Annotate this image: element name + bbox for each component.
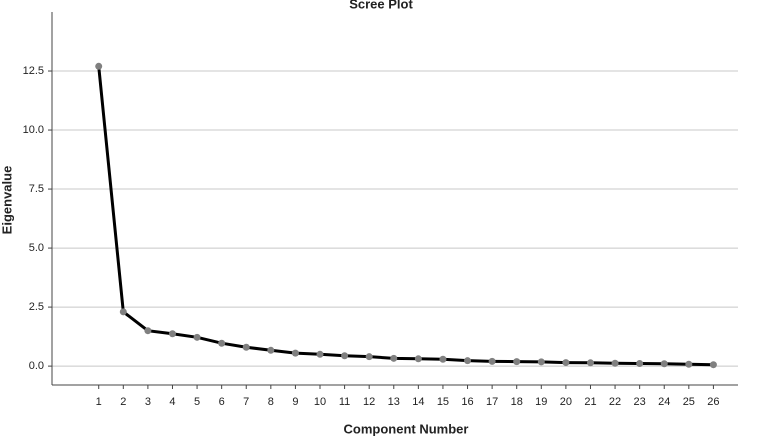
chart-title: Scree Plot bbox=[349, 0, 413, 11]
x-tick-label: 12 bbox=[363, 396, 375, 408]
data-point bbox=[95, 62, 103, 70]
data-point bbox=[660, 360, 668, 368]
x-tick-label: 26 bbox=[707, 396, 719, 408]
data-point bbox=[316, 350, 324, 358]
x-tick-label: 16 bbox=[461, 396, 473, 408]
y-tick-label: 5.0 bbox=[29, 242, 44, 254]
x-tick-label: 5 bbox=[194, 396, 200, 408]
y-tick-label: 7.5 bbox=[29, 183, 44, 195]
x-tick-label: 22 bbox=[609, 396, 621, 408]
data-point bbox=[586, 359, 594, 367]
x-tick-label: 15 bbox=[437, 396, 449, 408]
data-point bbox=[709, 361, 717, 369]
data-point bbox=[193, 333, 201, 341]
x-tick-label: 23 bbox=[634, 396, 646, 408]
x-tick-label: 3 bbox=[145, 396, 151, 408]
data-point bbox=[488, 357, 496, 365]
data-point bbox=[685, 360, 693, 368]
y-axis-label: Eigenvalue bbox=[0, 166, 14, 235]
x-tick-label: 7 bbox=[243, 396, 249, 408]
x-tick-label: 18 bbox=[511, 396, 523, 408]
data-point bbox=[267, 346, 275, 354]
x-tick-label: 14 bbox=[412, 396, 424, 408]
x-tick-label: 1 bbox=[96, 396, 102, 408]
data-point bbox=[439, 355, 447, 363]
x-tick-label: 6 bbox=[219, 396, 225, 408]
data-point bbox=[218, 339, 226, 347]
data-point bbox=[365, 353, 373, 361]
y-tick-label: 10.0 bbox=[23, 124, 44, 136]
data-point bbox=[537, 358, 545, 366]
x-tick-label: 13 bbox=[388, 396, 400, 408]
data-point bbox=[611, 359, 619, 367]
data-point bbox=[414, 355, 422, 363]
x-tick-label: 4 bbox=[169, 396, 175, 408]
x-tick-label: 20 bbox=[560, 396, 572, 408]
x-tick-label: 2 bbox=[120, 396, 126, 408]
y-tick-label: 12.5 bbox=[23, 65, 44, 77]
x-tick-label: 9 bbox=[292, 396, 298, 408]
x-tick-label: 21 bbox=[584, 396, 596, 408]
data-point bbox=[464, 357, 472, 365]
x-tick-label: 25 bbox=[683, 396, 695, 408]
data-line bbox=[97, 66, 714, 367]
x-tick-label: 8 bbox=[268, 396, 274, 408]
data-point bbox=[562, 359, 570, 367]
data-point bbox=[513, 358, 521, 366]
x-tick-label: 17 bbox=[486, 396, 498, 408]
y-tick-label: 2.5 bbox=[29, 301, 44, 313]
data-point bbox=[390, 354, 398, 362]
data-point bbox=[144, 327, 152, 335]
data-point bbox=[119, 308, 127, 316]
x-axis-label: Component Number bbox=[344, 421, 469, 436]
data-point bbox=[291, 349, 299, 357]
x-tick-label: 11 bbox=[339, 396, 350, 408]
data-point bbox=[341, 352, 349, 360]
x-tick-label: 19 bbox=[535, 396, 547, 408]
y-tick-label: 0.0 bbox=[29, 360, 44, 372]
data-point bbox=[168, 330, 176, 338]
x-tick-label: 10 bbox=[314, 396, 326, 408]
data-point bbox=[242, 343, 250, 351]
x-tick-label: 24 bbox=[658, 396, 670, 408]
data-point bbox=[636, 360, 644, 368]
